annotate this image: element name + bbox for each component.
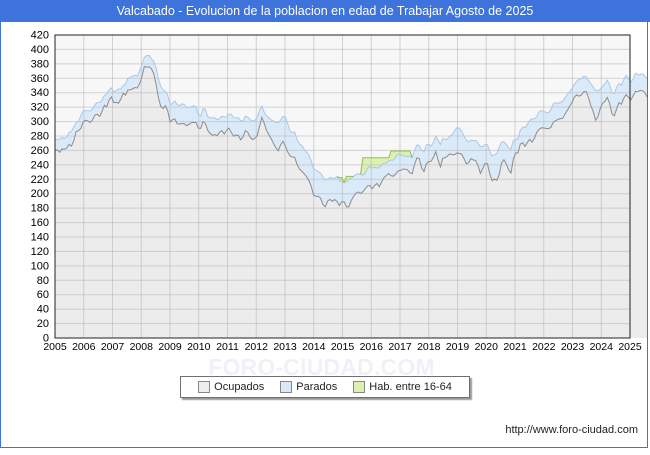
svg-text:2010: 2010: [187, 341, 211, 353]
svg-text:2023: 2023: [561, 341, 585, 353]
svg-text:220: 220: [31, 174, 49, 186]
svg-text:200: 200: [31, 188, 49, 200]
svg-text:140: 140: [31, 232, 49, 244]
svg-text:2015: 2015: [331, 341, 355, 353]
svg-text:2012: 2012: [245, 341, 269, 353]
svg-text:320: 320: [31, 102, 49, 114]
svg-text:2008: 2008: [130, 341, 154, 353]
svg-text:2011: 2011: [216, 341, 239, 353]
svg-text:2019: 2019: [446, 341, 470, 353]
svg-text:260: 260: [31, 145, 49, 157]
svg-text:80: 80: [37, 275, 49, 287]
svg-text:100: 100: [31, 260, 49, 272]
svg-text:2025: 2025: [618, 341, 642, 353]
svg-text:400: 400: [31, 44, 49, 56]
svg-text:20: 20: [37, 318, 49, 330]
svg-text:2006: 2006: [72, 341, 96, 353]
svg-text:160: 160: [31, 217, 49, 229]
svg-text:2024: 2024: [590, 341, 614, 353]
svg-text:420: 420: [31, 30, 49, 42]
svg-text:2014: 2014: [302, 341, 326, 353]
svg-text:2018: 2018: [417, 341, 441, 353]
svg-text:380: 380: [31, 58, 49, 70]
svg-text:2017: 2017: [388, 341, 412, 353]
svg-text:2022: 2022: [532, 341, 556, 353]
svg-text:240: 240: [31, 159, 49, 171]
svg-text:280: 280: [31, 131, 49, 143]
svg-text:180: 180: [31, 203, 49, 215]
svg-text:40: 40: [37, 304, 49, 316]
svg-text:2021: 2021: [503, 341, 527, 353]
svg-text:2020: 2020: [475, 341, 499, 353]
svg-text:340: 340: [31, 87, 49, 99]
svg-text:120: 120: [31, 246, 49, 258]
svg-text:60: 60: [37, 289, 49, 301]
svg-text:2007: 2007: [101, 341, 125, 353]
svg-text:300: 300: [31, 116, 49, 128]
svg-text:2016: 2016: [360, 341, 384, 353]
svg-text:2009: 2009: [158, 341, 182, 353]
svg-text:360: 360: [31, 73, 49, 85]
svg-text:2013: 2013: [273, 341, 297, 353]
svg-text:2005: 2005: [43, 341, 67, 353]
